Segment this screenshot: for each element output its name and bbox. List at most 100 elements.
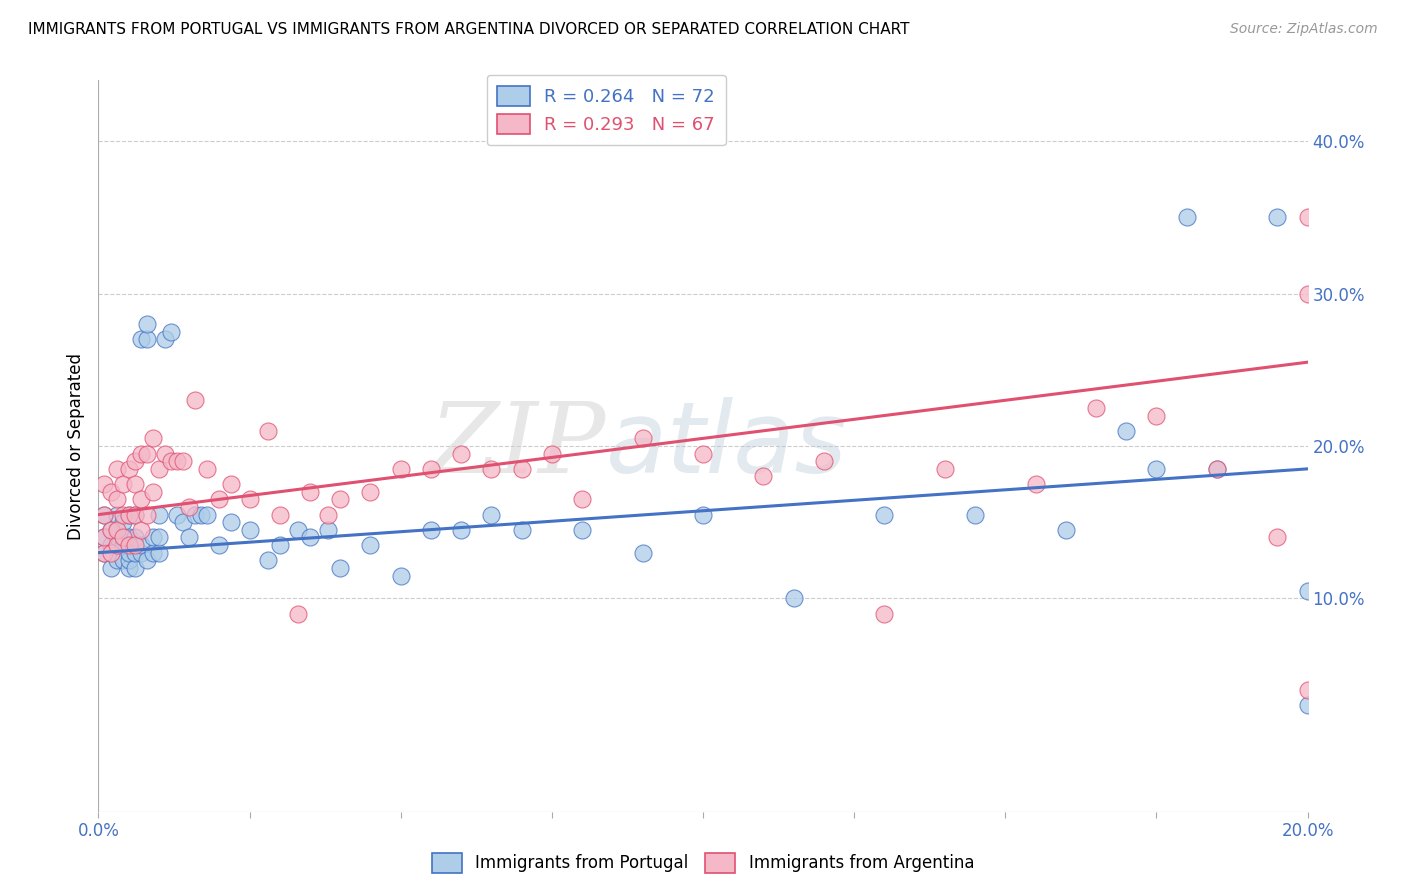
Point (450, 447, 472, 461)
Point (135, 332, 157, 346)
Point (100, 538, 122, 552)
Point (389, 568, 412, 582)
Point (1267, 211, 1289, 225)
Point (111, 553, 134, 567)
Point (360, 538, 382, 552)
Point (316, 523, 339, 537)
Point (93, 508, 115, 522)
Point (160, 454, 183, 468)
Point (129, 538, 152, 552)
Point (692, 447, 714, 461)
Point (93, 530, 115, 544)
Point (360, 484, 382, 499)
Point (148, 508, 170, 522)
Point (111, 538, 134, 552)
Point (190, 508, 212, 522)
Point (481, 462, 503, 476)
Point (1144, 462, 1167, 476)
Point (100, 523, 122, 537)
Point (124, 508, 146, 522)
Point (160, 325, 183, 339)
Point (100, 523, 122, 537)
Point (142, 546, 165, 560)
Point (1206, 462, 1229, 476)
Point (1206, 462, 1229, 476)
Point (179, 530, 201, 544)
Point (124, 561, 146, 575)
Point (111, 530, 134, 544)
Text: ZIP: ZIP (430, 399, 606, 493)
Point (269, 508, 291, 522)
Legend: R = 0.264   N = 72, R = 0.293   N = 67: R = 0.264 N = 72, R = 0.293 N = 67 (486, 75, 725, 145)
Point (1296, 211, 1319, 225)
Point (118, 553, 141, 567)
Point (1296, 698, 1319, 712)
Point (111, 515, 134, 529)
Point (100, 546, 122, 560)
Point (1296, 682, 1319, 697)
Point (221, 477, 243, 491)
Point (287, 523, 309, 537)
Point (316, 508, 339, 522)
Point (540, 447, 562, 461)
Point (481, 508, 503, 522)
Point (148, 530, 170, 544)
Text: IMMIGRANTS FROM PORTUGAL VS IMMIGRANTS FROM ARGENTINA DIVORCED OR SEPARATED CORR: IMMIGRANTS FROM PORTUGAL VS IMMIGRANTS F… (28, 22, 910, 37)
Point (129, 492, 152, 507)
Point (124, 454, 146, 468)
Point (135, 317, 157, 331)
Text: Source: ZipAtlas.com: Source: ZipAtlas.com (1230, 22, 1378, 37)
Point (184, 393, 207, 408)
Point (105, 553, 128, 567)
Point (135, 553, 157, 567)
Point (93, 530, 115, 544)
Point (329, 492, 352, 507)
Point (129, 447, 152, 461)
Point (118, 530, 141, 544)
Point (105, 538, 128, 552)
Point (179, 500, 201, 514)
Point (752, 469, 775, 483)
Point (1296, 286, 1319, 301)
Point (153, 447, 176, 461)
Point (299, 530, 322, 544)
Point (195, 462, 218, 476)
Point (1085, 401, 1108, 415)
Point (239, 523, 262, 537)
Point (208, 538, 231, 552)
Point (124, 530, 146, 544)
Point (1115, 424, 1137, 438)
Point (184, 508, 207, 522)
Point (221, 515, 243, 529)
Point (105, 523, 128, 537)
Point (965, 508, 987, 522)
Point (118, 546, 141, 560)
Point (111, 530, 134, 544)
Point (135, 447, 157, 461)
Point (1175, 211, 1198, 225)
Point (111, 508, 134, 522)
Point (1267, 530, 1289, 544)
Point (389, 462, 412, 476)
Point (269, 538, 291, 552)
Point (1024, 477, 1046, 491)
Point (813, 454, 835, 468)
Point (166, 454, 188, 468)
Point (124, 508, 146, 522)
Point (571, 492, 593, 507)
Point (1144, 409, 1167, 423)
Point (631, 546, 654, 560)
Point (118, 561, 141, 575)
Point (631, 431, 654, 445)
Point (142, 431, 165, 445)
Point (93, 508, 115, 522)
Point (129, 523, 152, 537)
Point (135, 508, 157, 522)
Point (510, 462, 533, 476)
Point (510, 523, 533, 537)
Point (118, 508, 141, 522)
Point (934, 462, 956, 476)
Text: atlas: atlas (606, 398, 848, 494)
Point (450, 523, 472, 537)
Point (93, 546, 115, 560)
